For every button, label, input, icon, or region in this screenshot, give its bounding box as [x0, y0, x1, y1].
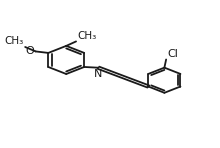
Text: CH₃: CH₃	[5, 36, 24, 46]
Text: N: N	[94, 69, 103, 79]
Text: Cl: Cl	[167, 49, 178, 59]
Text: O: O	[26, 46, 35, 56]
Text: CH₃: CH₃	[77, 31, 96, 41]
